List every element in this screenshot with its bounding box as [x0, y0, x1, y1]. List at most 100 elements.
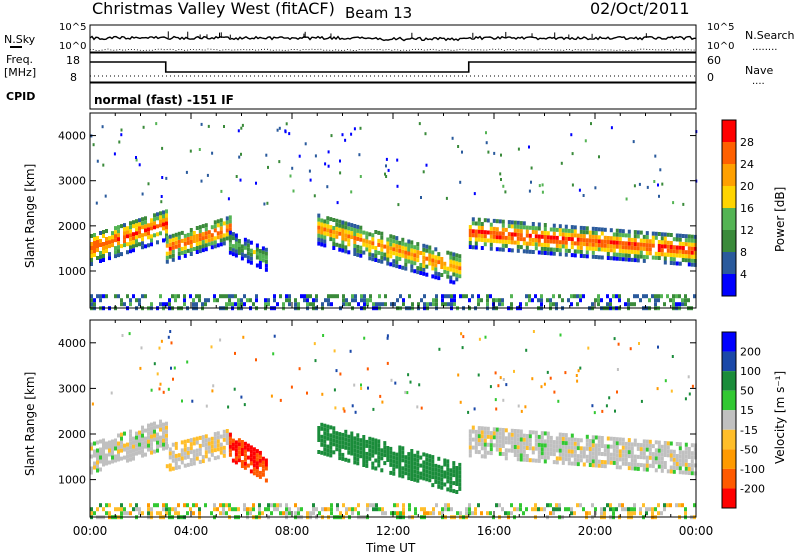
echo-cell: [552, 223, 556, 228]
echo-cell: [437, 480, 441, 485]
echo-cell: [570, 449, 574, 454]
echo-cell: [471, 221, 475, 226]
clutter-cell: [441, 302, 444, 307]
clutter-cell: [252, 503, 255, 508]
echo-cell: [129, 441, 132, 446]
echo-cell: [504, 227, 508, 232]
clutter-cell: [225, 511, 228, 516]
echo-cell: [147, 447, 150, 452]
scatter-cell: [613, 337, 616, 341]
echo-cell: [356, 441, 360, 446]
echo-cell: [552, 440, 556, 445]
echo-cell: [338, 219, 342, 224]
echo-cell: [225, 437, 229, 441]
echo-cell: [558, 224, 562, 229]
clutter-cell: [240, 298, 243, 303]
echo-cell: [681, 450, 685, 455]
echo-cell: [630, 454, 634, 459]
echo-cell: [657, 240, 661, 244]
scatter-cell: [223, 125, 225, 128]
x-tick-label: 16:00: [477, 524, 512, 538]
echo-cell: [99, 255, 102, 259]
echo-cell: [483, 430, 487, 435]
echo-cell: [141, 429, 144, 434]
echo-cell: [392, 467, 396, 472]
echo-cell: [588, 230, 592, 235]
echo-cell: [93, 249, 96, 253]
echo-cell: [255, 461, 259, 466]
echo-cell: [407, 247, 411, 252]
clutter-cell: [627, 302, 630, 307]
echo-cell: [228, 440, 232, 445]
echo-cell: [353, 456, 357, 461]
echo-cell: [120, 432, 123, 437]
echo-cell: [455, 466, 459, 470]
clutter-cell: [546, 503, 549, 508]
clutter-cell: [660, 294, 663, 299]
colorbar-swatch: [722, 332, 736, 352]
echo-cell: [159, 443, 162, 448]
echo-cell: [558, 228, 562, 233]
echo-cell: [639, 455, 643, 460]
echo-cell: [483, 230, 487, 235]
echo-cell: [341, 248, 345, 253]
echo-cell: [398, 264, 402, 269]
echo-cell: [96, 468, 99, 473]
echo-cell: [537, 442, 541, 447]
echo-cell: [132, 244, 135, 249]
scatter-cell: [610, 126, 613, 130]
echo-cell: [452, 473, 456, 478]
echo-cell: [138, 222, 141, 227]
echo-cell: [627, 446, 631, 451]
echo-cell: [377, 230, 381, 235]
echo-cell: [261, 246, 265, 251]
echo-cell: [341, 440, 345, 445]
echo-cell: [678, 241, 682, 246]
echo-cell: [666, 248, 670, 253]
power-frame: [89, 112, 697, 309]
echo-cell: [477, 225, 481, 230]
clutter-cell: [90, 298, 93, 303]
echo-cell: [633, 442, 637, 447]
clutter-cell: [177, 503, 180, 508]
echo-cell: [603, 247, 607, 252]
echo-cell: [368, 436, 372, 441]
clutter-cell: [390, 302, 393, 307]
echo-cell: [174, 453, 178, 458]
clutter-cell: [237, 507, 240, 512]
echo-cell: [204, 442, 208, 447]
echo-cell: [428, 249, 432, 254]
echo-cell: [567, 236, 571, 241]
echo-cell: [639, 250, 643, 255]
echo-cell: [341, 220, 345, 225]
echo-cell: [483, 242, 487, 247]
echo-cell: [606, 436, 610, 441]
echo-cell: [660, 244, 664, 249]
clutter-cell: [147, 511, 150, 516]
echo-cell: [468, 233, 472, 237]
echo-cell: [240, 248, 244, 253]
clutter-cell: [576, 503, 579, 508]
echo-cell: [147, 439, 150, 444]
echo-cell: [477, 430, 481, 435]
echo-cell: [135, 447, 138, 452]
echo-cell: [99, 447, 102, 452]
echo-cell: [129, 241, 132, 246]
echo-cell: [546, 243, 550, 248]
echo-cell: [186, 454, 190, 459]
echo-cell: [108, 240, 111, 245]
echo-cell: [410, 469, 414, 473]
echo-cell: [341, 244, 345, 249]
echo-cell: [126, 242, 129, 247]
echo-cell: [264, 259, 268, 264]
clutter-cell: [360, 294, 363, 299]
clutter-cell: [186, 503, 189, 508]
echo-cell: [579, 241, 583, 246]
echo-cell: [645, 255, 649, 260]
echo-cell: [603, 448, 607, 453]
echo-cell: [561, 236, 565, 241]
echo-cell: [422, 476, 426, 481]
clutter-cell: [423, 507, 426, 512]
echo-cell: [591, 439, 595, 444]
echo-cell: [398, 469, 402, 474]
